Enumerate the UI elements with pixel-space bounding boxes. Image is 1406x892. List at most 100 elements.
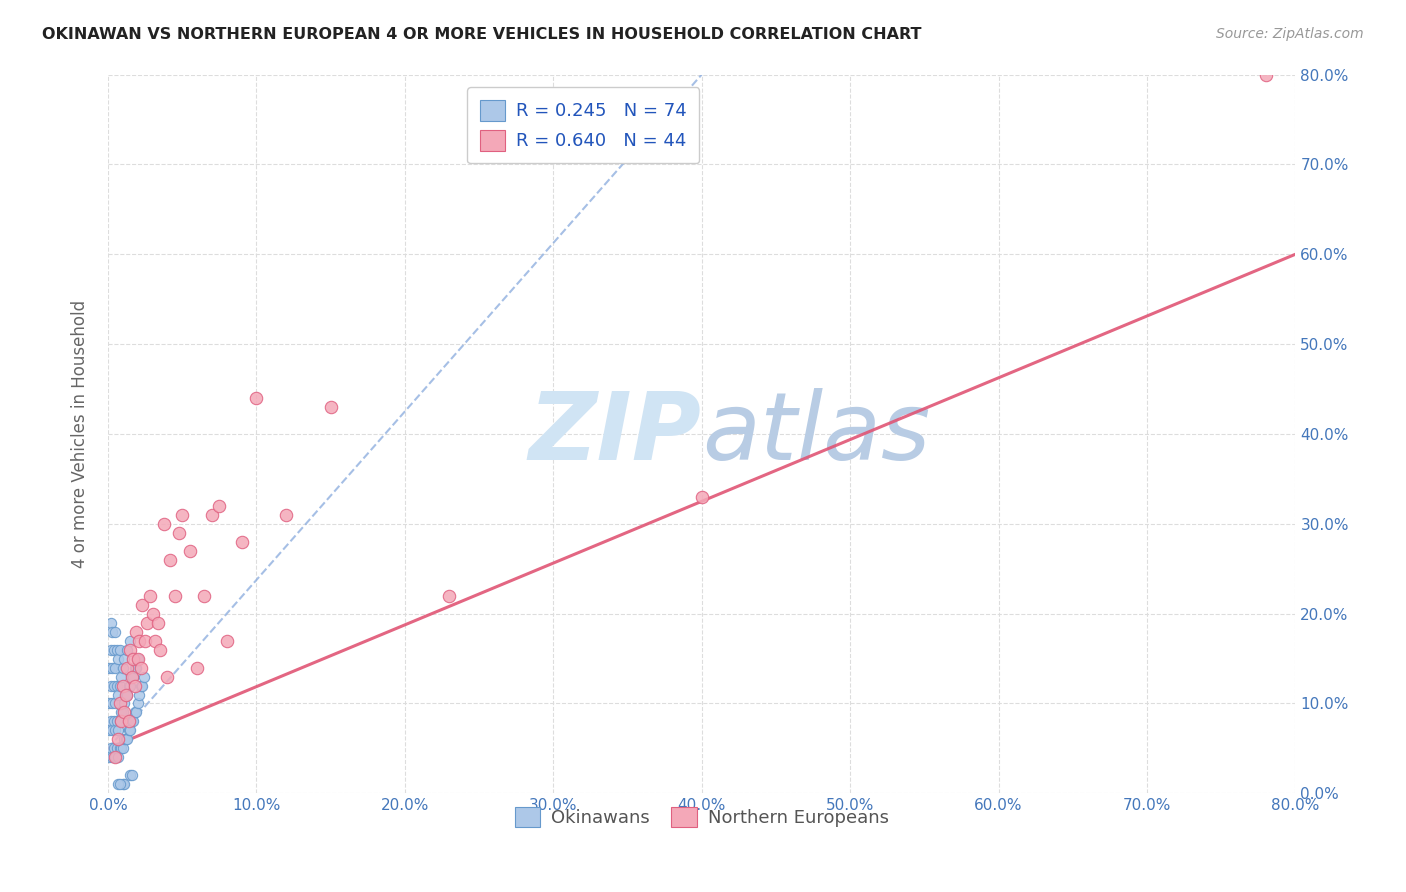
Point <box>110 741 132 756</box>
Point <box>112 697 135 711</box>
Point <box>118 679 141 693</box>
Point <box>134 633 156 648</box>
Point <box>127 697 149 711</box>
Point <box>117 732 139 747</box>
Point <box>186 660 208 674</box>
Point <box>108 679 131 693</box>
Point <box>101 660 124 674</box>
Text: OKINAWAN VS NORTHERN EUROPEAN 4 OR MORE VEHICLES IN HOUSEHOLD CORRELATION CHART: OKINAWAN VS NORTHERN EUROPEAN 4 OR MORE … <box>42 27 922 42</box>
Point <box>167 525 190 540</box>
Point <box>159 552 181 566</box>
Point <box>121 669 143 683</box>
Point <box>107 750 129 764</box>
Point <box>124 679 146 693</box>
Point <box>101 750 124 764</box>
Point <box>117 642 139 657</box>
Point <box>156 669 179 683</box>
Point <box>108 697 131 711</box>
Point <box>107 777 129 791</box>
Point <box>107 723 129 738</box>
Point <box>172 508 194 522</box>
Point <box>112 651 135 665</box>
Point <box>131 679 153 693</box>
Point <box>121 768 143 782</box>
Point <box>100 642 122 657</box>
Point <box>105 679 128 693</box>
Point <box>100 741 122 756</box>
Point <box>112 732 135 747</box>
Point <box>101 697 124 711</box>
Point <box>98 723 121 738</box>
Point <box>104 750 127 764</box>
Point <box>131 598 153 612</box>
Point <box>124 706 146 720</box>
Point <box>120 768 142 782</box>
Point <box>129 660 152 674</box>
Point <box>107 732 129 747</box>
Point <box>193 589 215 603</box>
Text: atlas: atlas <box>702 388 929 479</box>
Point <box>128 688 150 702</box>
Point <box>120 723 142 738</box>
Point <box>201 508 224 522</box>
Point <box>145 633 167 648</box>
Point <box>439 589 461 603</box>
Point <box>104 697 127 711</box>
Point <box>111 741 134 756</box>
Y-axis label: 4 or more Vehicles in Household: 4 or more Vehicles in Household <box>72 300 89 568</box>
Point <box>104 723 127 738</box>
Point <box>124 660 146 674</box>
Point <box>122 651 145 665</box>
Point <box>127 651 149 665</box>
Point <box>120 633 142 648</box>
Point <box>104 624 127 639</box>
Point <box>118 723 141 738</box>
Point <box>98 697 121 711</box>
Point <box>111 679 134 693</box>
Point <box>101 723 124 738</box>
Point <box>215 633 238 648</box>
Point <box>105 714 128 729</box>
Point <box>103 679 125 693</box>
Point <box>98 750 121 764</box>
Point <box>111 706 134 720</box>
Point <box>112 706 135 720</box>
Point <box>163 589 186 603</box>
Point <box>274 508 297 522</box>
Point <box>122 669 145 683</box>
Point <box>127 651 149 665</box>
Point <box>98 660 121 674</box>
Point <box>100 714 122 729</box>
Point <box>100 679 122 693</box>
Point <box>125 660 148 674</box>
Point <box>128 633 150 648</box>
Point <box>117 660 139 674</box>
Point <box>1254 68 1277 82</box>
Point <box>135 615 157 630</box>
Point <box>132 669 155 683</box>
Point <box>141 607 163 621</box>
Point <box>101 624 124 639</box>
Text: ZIP: ZIP <box>529 388 702 480</box>
Point <box>108 741 131 756</box>
Point <box>110 714 132 729</box>
Point <box>118 714 141 729</box>
Point <box>104 660 127 674</box>
Point <box>179 543 201 558</box>
Point <box>121 714 143 729</box>
Point <box>105 741 128 756</box>
Point <box>105 642 128 657</box>
Legend: Okinawans, Northern Europeans: Okinawans, Northern Europeans <box>508 799 896 835</box>
Point <box>103 741 125 756</box>
Point <box>108 642 131 657</box>
Point <box>245 391 267 405</box>
Point <box>108 777 131 791</box>
Point <box>208 499 231 513</box>
Point <box>153 516 176 531</box>
Point <box>121 669 143 683</box>
Point <box>104 750 127 764</box>
Point <box>125 624 148 639</box>
Point <box>231 534 253 549</box>
Point <box>125 706 148 720</box>
Point <box>129 679 152 693</box>
